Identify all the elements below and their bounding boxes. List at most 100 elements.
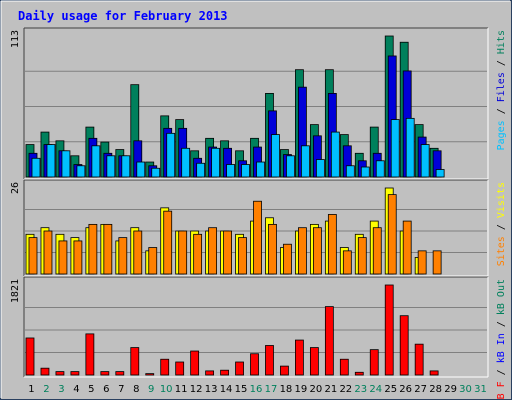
bar-pages	[76, 165, 86, 178]
bar-kb-f	[309, 347, 319, 376]
x-tick-label: 20	[310, 384, 323, 395]
bar-kb-f	[384, 284, 394, 376]
bar-sites	[148, 247, 158, 275]
bar-pages	[330, 131, 340, 178]
bar-pages	[106, 155, 116, 178]
x-tick-label: 9	[148, 384, 154, 395]
panel-3-legend: kB F / kB In / kB Out	[496, 279, 507, 400]
bar-pages	[211, 147, 221, 178]
panel-1-max-label: 113	[10, 30, 21, 48]
bar-kb-f	[429, 370, 439, 376]
bar-sites	[133, 230, 143, 275]
x-tick-label: 19	[295, 384, 308, 395]
bar-sites	[268, 223, 277, 275]
bar-pages	[375, 160, 385, 178]
legend-entry: kB In	[496, 333, 507, 363]
bar-sites	[58, 240, 68, 275]
x-tick-label: 2	[43, 384, 49, 395]
bar-pages	[151, 167, 161, 178]
bar-pages	[345, 165, 355, 178]
bar-pages	[31, 157, 41, 178]
bar-sites	[342, 250, 352, 275]
bar-pages	[136, 161, 146, 178]
x-tick-label: 10	[160, 384, 173, 395]
x-tick-label: 18	[280, 384, 293, 395]
bar-kb-f	[190, 350, 200, 376]
x-tick-label: 21	[324, 384, 337, 395]
bar-kb-f	[40, 367, 50, 376]
bar-kb-f	[295, 339, 304, 376]
bar-kb-f	[160, 358, 170, 376]
bar-pages	[315, 159, 325, 178]
legend-entry: kB Out	[496, 279, 507, 315]
panel-1-legend: Pages / Files / Hits	[496, 30, 507, 150]
x-tick-label: 13	[205, 384, 218, 395]
bar-pages	[241, 164, 250, 178]
x-tick-label: 7	[118, 384, 124, 395]
x-tick-label: 29	[444, 384, 457, 395]
bar-kb-f	[205, 370, 215, 376]
bar-kb-f	[399, 315, 409, 376]
bar-sites	[372, 227, 382, 275]
bar-pages	[166, 132, 176, 178]
bar-sites	[357, 237, 367, 275]
bar-pages	[256, 161, 265, 178]
bar-kb-f	[414, 343, 424, 376]
x-tick-label: 5	[88, 384, 94, 395]
bar-sites	[163, 210, 173, 275]
legend-entry: /	[496, 218, 507, 236]
panel-2-max-label: 26	[10, 182, 21, 194]
bar-kb-f	[250, 353, 259, 376]
bar-sites	[118, 237, 128, 275]
bar-sites	[387, 194, 397, 275]
bar-sites	[253, 200, 262, 275]
legend-entry: Visits	[496, 182, 507, 218]
bar-kb-f	[100, 371, 110, 376]
bar-pages	[271, 134, 280, 178]
panel-2-legend: Sites / Visits	[496, 182, 507, 266]
bar-sites	[43, 230, 53, 275]
x-tick-label: 15	[235, 384, 248, 395]
bar-pages	[196, 162, 206, 178]
x-tick-label: 22	[339, 384, 352, 395]
bar-kb-f	[220, 369, 229, 376]
x-tick-label: 30	[459, 384, 472, 395]
bar-kb-f	[369, 349, 379, 376]
bar-sites	[298, 227, 307, 275]
x-tick-label: 31	[474, 384, 487, 395]
x-tick-label: 3	[58, 384, 64, 395]
bar-kb-f	[145, 373, 155, 376]
x-tick-label: 11	[175, 384, 188, 395]
x-tick-label: 6	[103, 384, 109, 395]
legend-entry: /	[496, 102, 507, 120]
bar-pages	[121, 155, 131, 178]
bar-pages	[301, 145, 310, 178]
bar-pages	[405, 117, 415, 178]
x-tick-label: 14	[220, 384, 233, 395]
bar-kb-f	[175, 361, 185, 376]
x-tick-label: 24	[369, 384, 382, 395]
bar-kb-f	[25, 337, 35, 376]
x-tick-label: 1	[28, 384, 34, 395]
bar-sites	[312, 227, 322, 275]
bar-sites	[432, 250, 442, 275]
bar-kb-f	[55, 371, 65, 376]
bar-pages	[91, 145, 101, 178]
bar-sites	[327, 214, 337, 275]
bar-pages	[420, 144, 430, 178]
bar-kb-f	[354, 371, 364, 376]
bar-pages	[360, 166, 370, 178]
bar-pages	[181, 147, 191, 178]
bar-kb-f	[235, 361, 244, 376]
x-tick-label: 23	[354, 384, 367, 395]
bar-kb-f	[265, 345, 274, 376]
bar-sites	[103, 223, 113, 275]
legend-entry: Hits	[496, 30, 507, 54]
legend-entry: /	[496, 54, 507, 72]
bar-kb-f	[70, 371, 80, 376]
bar-kb-f	[339, 358, 349, 376]
bar-pages	[61, 150, 71, 178]
legend-entry: /	[496, 315, 507, 333]
